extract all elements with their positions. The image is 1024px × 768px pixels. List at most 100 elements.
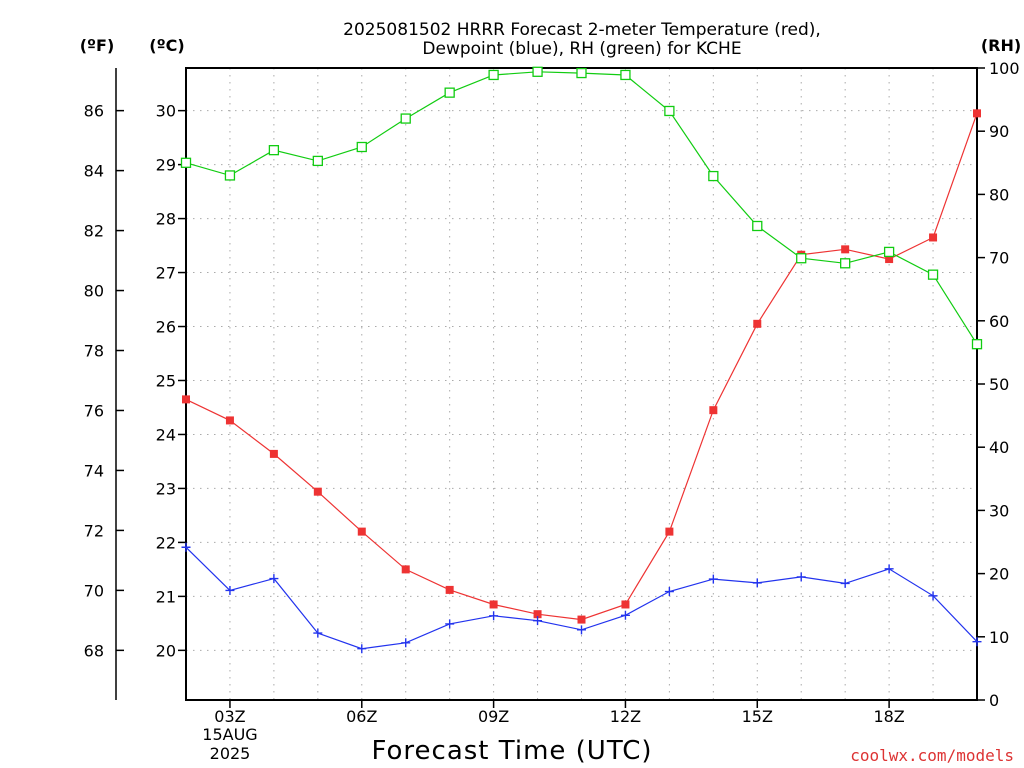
rh-tick-label: 0 [989, 691, 999, 710]
rh-point [400, 113, 411, 124]
temperature-point [577, 615, 586, 624]
celsius-tick-label: 25 [156, 371, 176, 390]
temperature-point [885, 255, 894, 264]
rh-point [971, 339, 983, 350]
dewpoint-point [489, 611, 499, 621]
x-tick-label: 03Z [214, 707, 245, 726]
axis-ticks: 20 21 22 23 24 25 26 27 28 29 30 68 70 72 74 76 78 80 82 84… [84, 59, 1020, 726]
fahrenheit-tick-label: 70 [84, 581, 104, 600]
rh-point [796, 253, 807, 264]
dewpoint-point [884, 564, 894, 574]
dewpoint-point [313, 628, 323, 638]
rh-point [752, 220, 763, 232]
dewpoint-point [752, 578, 762, 588]
rh-tick-label: 70 [989, 249, 1009, 268]
fahrenheit-tick-label: 82 [84, 222, 104, 241]
dewpoint-point [620, 610, 630, 620]
rh-point [532, 66, 543, 77]
celsius-tick-label: 24 [156, 425, 176, 444]
rh-point [180, 157, 192, 168]
temperature-point [225, 416, 234, 425]
rh-point [927, 269, 939, 280]
temperature-point [929, 233, 938, 242]
rh-point [840, 258, 851, 269]
celsius-tick-label: 27 [156, 264, 176, 283]
fahrenheit-unit-label: (ºF) [80, 36, 115, 55]
temperature-point [313, 487, 322, 496]
dewpoint-point [357, 644, 367, 654]
temperature-point [401, 565, 410, 574]
rh-tick-label: 50 [989, 375, 1009, 394]
chart-title-line-1: 2025081502 HRRR Forecast 2-meter Tempera… [343, 20, 821, 40]
date-label-year: 2025 [210, 744, 251, 763]
dewpoint-point [708, 574, 718, 584]
rh-tick-label: 40 [989, 438, 1009, 457]
fahrenheit-tick-label: 68 [84, 641, 104, 660]
temperature-point [841, 245, 850, 254]
dewpoint-point [664, 587, 674, 597]
rh-point [664, 105, 675, 117]
rh-point [312, 155, 323, 167]
celsius-tick-label: 26 [156, 318, 176, 337]
dewpoint-point [445, 619, 455, 629]
temperature-series-line [185, 113, 978, 621]
rh-tick-label: 90 [989, 122, 1009, 141]
rh-tick-label: 20 [989, 565, 1009, 584]
chart-title-line-2: Dewpoint (blue), RH (green) for KCHE [422, 39, 741, 59]
rh-point [444, 87, 455, 98]
dewpoint-point [796, 572, 806, 582]
fahrenheit-tick-label: 86 [84, 102, 104, 121]
rh-point [883, 246, 895, 258]
rh-point [620, 69, 631, 81]
rh-tick-label: 60 [989, 312, 1009, 331]
dewpoint-point [840, 578, 850, 588]
fahrenheit-tick-label: 74 [84, 461, 104, 480]
rh-tick-label: 100 [989, 59, 1020, 78]
fahrenheit-tick-label: 76 [84, 401, 104, 420]
chart-grid [186, 68, 977, 700]
rh-point [708, 170, 719, 182]
celsius-tick-label: 22 [156, 533, 176, 552]
temperature-point [445, 585, 454, 594]
celsius-tick-label: 20 [156, 641, 176, 660]
celsius-tick-label: 21 [156, 587, 176, 606]
rh-tick-label: 80 [989, 185, 1009, 204]
fahrenheit-tick-label: 78 [84, 342, 104, 361]
celsius-tick-label: 23 [156, 479, 176, 498]
temperature-point [269, 449, 278, 458]
dewpoint-point [225, 585, 235, 595]
x-tick-label: 12Z [610, 707, 641, 726]
celsius-unit-label: (ºC) [149, 36, 184, 55]
dewpoint-point [533, 616, 543, 626]
rh-point [576, 67, 587, 79]
dewpoint-point [928, 591, 938, 601]
fahrenheit-tick-label: 72 [84, 521, 104, 540]
x-tick-label: 06Z [346, 707, 377, 726]
temperature-point [753, 319, 762, 328]
x-tick-label: 09Z [478, 707, 509, 726]
rh-tick-label: 10 [989, 628, 1009, 647]
x-tick-label: 18Z [873, 707, 904, 726]
temperature-point [489, 600, 498, 609]
celsius-tick-label: 29 [156, 156, 176, 175]
dewpoint-point [269, 574, 279, 584]
temperature-point [182, 395, 190, 404]
rh-point [356, 141, 367, 153]
temperature-point [709, 406, 718, 415]
dewpoint-point [401, 638, 411, 648]
rh-point [224, 170, 236, 181]
series-layer [180, 66, 983, 654]
fahrenheit-tick-label: 84 [84, 162, 104, 181]
rh-point [268, 145, 280, 156]
dewpoint-point [577, 625, 586, 635]
rh-tick-label: 30 [989, 501, 1009, 520]
dewpoint-point [972, 637, 982, 647]
celsius-tick-label: 30 [156, 102, 176, 121]
x-tick-label: 15Z [742, 707, 773, 726]
credit-text: coolwx.com/models [850, 746, 1014, 765]
temperature-point [621, 600, 630, 609]
date-label-day: 15AUG [202, 725, 257, 744]
celsius-tick-label: 28 [156, 210, 176, 229]
temperature-point [973, 109, 981, 118]
